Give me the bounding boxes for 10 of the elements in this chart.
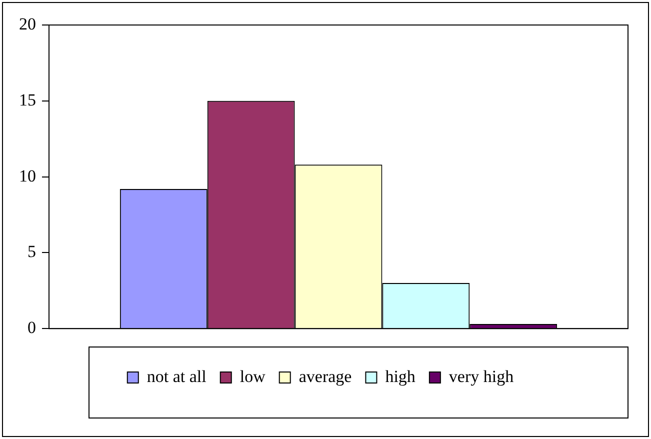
y-tick-label: 15 xyxy=(19,90,36,110)
y-tick-label: 5 xyxy=(28,242,36,262)
legend-label: high xyxy=(385,366,416,386)
y-tick-label: 20 xyxy=(19,14,36,34)
y-tick-label: 10 xyxy=(19,166,36,186)
legend-label: very high xyxy=(448,366,514,386)
legend-label: average xyxy=(298,366,352,386)
legend-label: low xyxy=(240,366,266,386)
legend-label: not at all xyxy=(146,366,207,386)
y-tick-label: 0 xyxy=(28,318,36,338)
